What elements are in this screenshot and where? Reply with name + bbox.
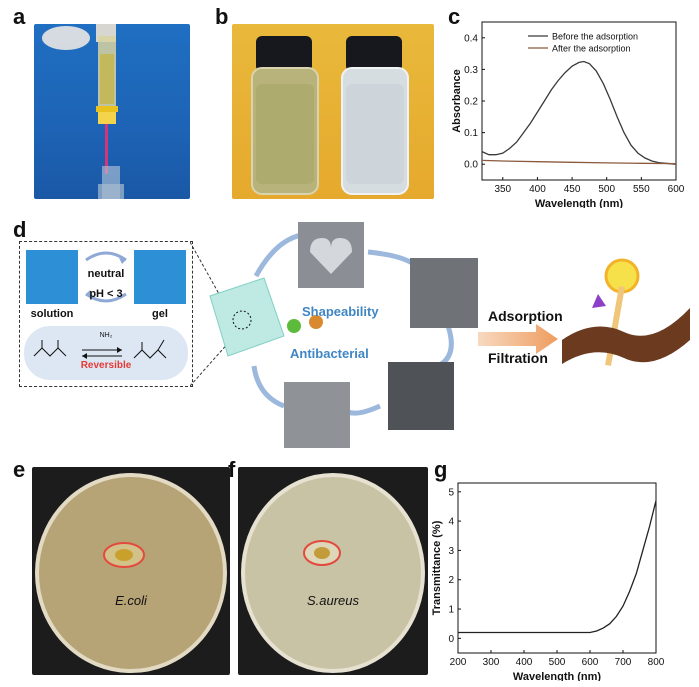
syringe-filtration-photo: [34, 24, 190, 199]
hydrogel-property-cycle: [209, 222, 478, 448]
x-tick-label: 200: [450, 657, 467, 668]
ecoli-inhibition-plate: E.coli: [32, 467, 230, 675]
saureus-plate-illustration: [241, 473, 425, 673]
gel-photo: [134, 250, 186, 304]
y-axis-label: Absorbance: [451, 69, 463, 133]
y-tick-label: 4: [448, 517, 454, 528]
ph-label: pH < 3: [89, 288, 123, 300]
absorbance-chart: 350 400 450 500 550 600 0.0 0.1 0.2 0.3 0.4 Wavelen…: [451, 21, 685, 208]
panel-letter-e: e: [13, 457, 26, 482]
neutral-label: neutral: [87, 268, 125, 280]
transmittance-chart: 200 300 400 500 600 700 800 0 1 2 3 4 5 Wavelength (n…: [431, 482, 665, 681]
star-shaped-gel: [410, 258, 478, 328]
ecoli-label: E.coli: [115, 593, 147, 608]
legend-label: After the adsorption: [552, 44, 631, 54]
x-tick-label: 600: [582, 657, 599, 668]
y-tick-label: 0.0: [464, 160, 478, 171]
y-tick-label: 3: [448, 546, 454, 557]
plot-frame: [457, 482, 657, 654]
x-tick-label: 550: [633, 184, 650, 195]
x-tick-label: 800: [648, 657, 665, 668]
y-axis-label: Transmittance (%): [431, 520, 443, 615]
y-tick-label: 0.1: [464, 128, 478, 139]
x-axis-label: Wavelength (nm): [513, 671, 602, 681]
x-tick-label: 400: [516, 657, 533, 668]
x-tick-label: 500: [598, 184, 615, 195]
adsorption-label: Adsorption: [488, 308, 563, 324]
x-tick-label: 450: [564, 184, 581, 195]
process-arrow: [478, 324, 558, 354]
x-tick-label: 350: [494, 184, 511, 195]
panel-letter-g: g: [434, 457, 448, 482]
series-line-1: [481, 60, 677, 165]
antibacterial-label: Antibacterial: [290, 346, 369, 361]
x-axis-label: Wavelength (nm): [535, 198, 624, 208]
x-tick-label: 500: [549, 657, 566, 668]
legend-label: Before the adsorption: [552, 32, 638, 42]
panel-letter-d: d: [13, 217, 27, 242]
x-tick-label: 600: [668, 184, 685, 195]
panel-letter-a: a: [13, 4, 26, 29]
amine-reagent-label: NH₂: [99, 332, 113, 339]
reaction-structures: [33, 339, 167, 359]
panel-letter-b: b: [215, 4, 229, 29]
y-tick-label: 1: [448, 605, 454, 616]
x-tick-label: 700: [615, 657, 632, 668]
transition-arrows: [85, 251, 127, 303]
filtration-label: Filtration: [488, 350, 548, 366]
y-tick-label: 0.4: [464, 33, 478, 44]
series-line-2: [481, 159, 677, 165]
shapeability-label: Shapeability: [302, 304, 379, 319]
vials-illustration: [251, 36, 409, 195]
series-line-1: [458, 500, 657, 634]
vials-comparison-photo: [232, 24, 434, 199]
solution-label: solution: [30, 308, 74, 320]
y-tick-label: 0: [448, 634, 454, 645]
sol-gel-inset: neutral pH < 3 solution gel NH₂ Reversib…: [19, 241, 193, 387]
saureus-label: S.aureus: [306, 593, 360, 608]
panel-letter-f: f: [228, 457, 236, 482]
y-tick-label: 2: [448, 575, 454, 586]
hydrogel-network: [209, 277, 285, 357]
reaction-scheme: NH₂ Reversible: [24, 326, 188, 380]
x-tick-label: 400: [529, 184, 546, 195]
panel-letter-c: c: [448, 4, 461, 29]
saureus-inhibition-plate: S.aureus: [238, 467, 428, 675]
x-tick-label: 300: [483, 657, 500, 668]
flower-shaped-gel: [388, 362, 454, 430]
filtration-membrane-illustration: [562, 258, 690, 366]
ecoli-plate-illustration: [35, 473, 227, 673]
syringe-illustration: [42, 24, 124, 199]
y-tick-label: 5: [448, 487, 454, 498]
solution-photo: [26, 250, 78, 304]
reversible-label: Reversible: [80, 360, 132, 371]
gel-label: gel: [152, 308, 168, 320]
y-tick-label: 0.3: [464, 65, 478, 76]
bear-shaped-gel: [284, 382, 350, 448]
membrane-surface: [562, 308, 690, 364]
y-tick-label: 0.2: [464, 97, 478, 108]
